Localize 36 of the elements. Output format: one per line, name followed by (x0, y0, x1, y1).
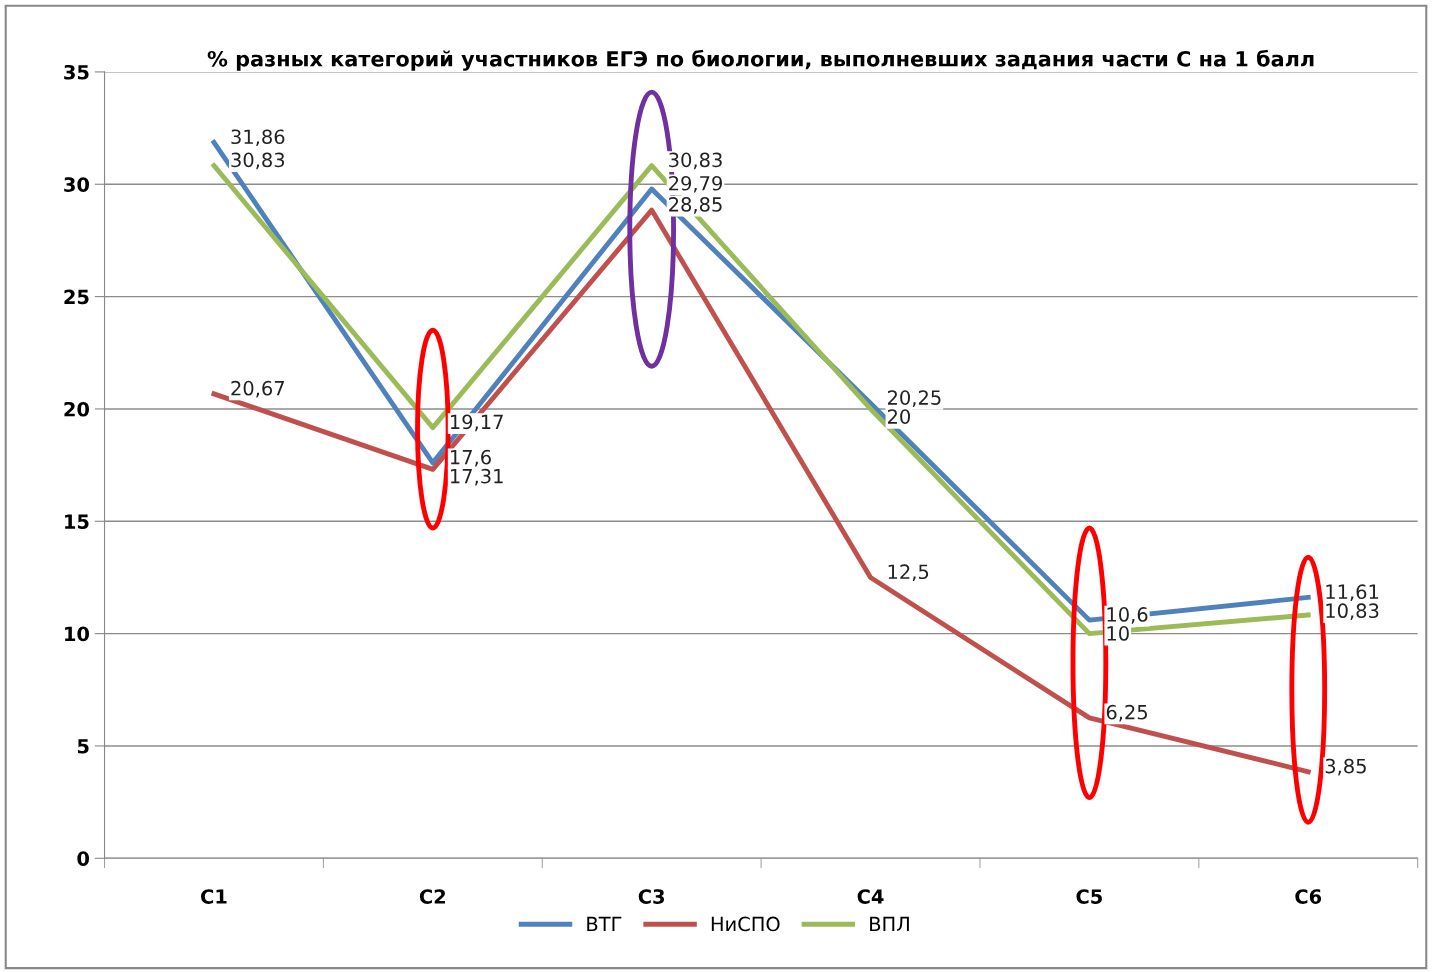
y-tick-label: 15 (65, 514, 89, 529)
data-label: 10,6 (1107, 607, 1148, 624)
legend-label: ВТГ (587, 916, 622, 932)
data-label: 17,6 (450, 449, 491, 467)
y-tick-label: 10 (65, 626, 90, 642)
y-tick-label: 30 (64, 177, 90, 192)
data-label: 19,17 (450, 414, 503, 432)
data-label: 17,31 (450, 468, 503, 486)
legend-label: НиСПО (711, 916, 780, 932)
data-label: 11,61 (1326, 584, 1379, 602)
data-label: 3,85 (1325, 758, 1366, 776)
y-tick-label: 5 (77, 739, 89, 754)
x-tick-label: С5 (1076, 889, 1102, 904)
y-tick-label: 25 (64, 289, 89, 305)
data-label: 6,25 (1106, 704, 1147, 722)
x-tick-label: С6 (1295, 889, 1322, 904)
data-label: 10,83 (1326, 603, 1379, 621)
data-label: 30,83 (231, 152, 285, 170)
x-tick-label: С2 (419, 889, 446, 904)
x-tick-label: С4 (857, 889, 884, 904)
data-label: 20 (887, 409, 910, 424)
data-label: 28,85 (669, 197, 722, 214)
data-label: 29,79 (669, 175, 722, 193)
y-tick-label: 0 (77, 851, 90, 866)
data-label: 30,83 (669, 152, 722, 170)
data-label: 31,86 (231, 129, 285, 147)
data-label: 10 (1107, 626, 1129, 641)
data-label: 20,25 (887, 390, 941, 407)
data-label: 12,5 (888, 564, 929, 582)
y-tick-label: 35 (64, 64, 89, 80)
y-tick-label: 20 (64, 401, 90, 417)
data-label: 20,67 (231, 380, 284, 398)
legend-label: ВПЛ (870, 916, 909, 932)
x-tick-label: С3 (638, 889, 665, 904)
x-tick-label: С1 (201, 889, 227, 904)
chart-title: % разных категорий участников ЕГЭ по биологии, выполневших задания части С на 1 балл (207, 49, 1314, 71)
